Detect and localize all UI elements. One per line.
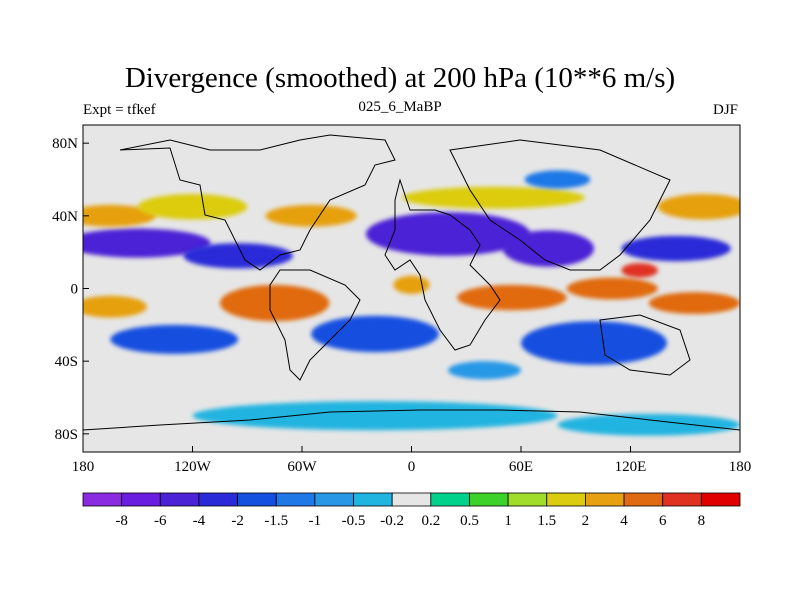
- field-region-4: [621, 235, 731, 262]
- field-region-13: [566, 277, 658, 300]
- colorbar-label: -1.5: [264, 513, 288, 529]
- field-region-18: [311, 315, 439, 353]
- y-tick-label: 80S: [55, 427, 78, 443]
- colorbar-label: -2: [231, 513, 244, 529]
- colorbar-label: 2: [582, 513, 590, 529]
- colorbar-swatch: [121, 492, 161, 507]
- antarctica-coast: [83, 409, 740, 431]
- x-axis: 180 120W 60W 0 60E 120E 180: [72, 446, 752, 475]
- colorbar-swatch: [275, 492, 316, 507]
- south-america-coast: [269, 269, 361, 381]
- colorbar-label: 0.5: [460, 513, 479, 529]
- x-tick-label: 180: [72, 459, 95, 475]
- x-tick-label: 60W: [287, 459, 317, 475]
- colorbar-swatch: [314, 492, 354, 507]
- colorbar-label: 4: [620, 513, 628, 529]
- north-america-coast: [119, 134, 396, 271]
- y-tick-label: 80N: [52, 136, 78, 152]
- colorbar-label: -0.2: [380, 513, 404, 529]
- australia-coast: [599, 314, 691, 376]
- colorbar-label: 6: [659, 513, 667, 529]
- experiment-label: Expt = tfkef: [83, 102, 156, 118]
- colorbar-label: 1: [504, 513, 512, 529]
- field-region-5: [83, 204, 156, 227]
- colorbar-swatch: [159, 492, 200, 507]
- colorbar: -8 -6 -4 -2 -1.5 -1 -0.5 -0.2 0.2 0.5 1 1.5 2 4 6 8: [82, 492, 741, 529]
- africa-eurasia-coast: [384, 139, 671, 351]
- field-region-2: [365, 212, 531, 256]
- colorbar-swatch: [391, 492, 432, 507]
- colorbar-swatch: [82, 492, 123, 507]
- field-region-15: [648, 292, 740, 314]
- coastlines: [83, 134, 740, 431]
- colorbar-swatch: [469, 492, 509, 507]
- field-region-1: [183, 243, 293, 269]
- case-label: 025_6_MaBP: [358, 99, 442, 115]
- field-region-0: [83, 228, 211, 258]
- field-region-8: [402, 186, 585, 209]
- colorbar-label: -6: [154, 513, 167, 529]
- colorbar-swatch: [353, 492, 393, 507]
- field-region-12: [457, 284, 567, 311]
- colorbar-label: -1: [309, 513, 322, 529]
- colorbar-swatch: [662, 492, 702, 507]
- field-region-23: [557, 413, 740, 436]
- field-region-14: [621, 263, 658, 278]
- field-region-11: [393, 275, 430, 294]
- colorbar-label: -8: [115, 513, 128, 529]
- field-region-10: [219, 284, 330, 322]
- field-region-9: [657, 194, 740, 220]
- colorbar-swatch: [585, 492, 625, 507]
- y-tick-label: 40S: [55, 354, 78, 370]
- colorbar-label: 8: [698, 513, 706, 529]
- colorbar-swatch: [237, 492, 277, 507]
- y-axis: 80N 40N 0 40S 80S: [52, 136, 89, 443]
- x-tick-label: 0: [408, 459, 416, 475]
- field-region-3: [502, 230, 594, 267]
- field-region-7: [265, 204, 357, 227]
- colorbar-swatch: [198, 492, 238, 507]
- field-region-21: [524, 170, 591, 189]
- colorbar-swatch: [700, 492, 741, 507]
- colorbar-label: 1.5: [537, 513, 556, 529]
- map-title: Divergence (smoothed) at 200 hPa (10**6 …: [124, 62, 676, 94]
- x-tick-label: 120E: [615, 459, 647, 475]
- divergence-field: [83, 170, 740, 436]
- field-region-19: [521, 321, 667, 365]
- field-region-16: [83, 295, 147, 318]
- x-tick-label: 180: [729, 459, 752, 475]
- colorbar-swatch: [430, 492, 470, 507]
- field-region-20: [448, 361, 521, 380]
- colorbar-label: -0.5: [342, 513, 366, 529]
- field-region-22: [192, 401, 558, 431]
- field-region-17: [110, 324, 239, 354]
- y-tick-label: 40N: [52, 209, 78, 225]
- colorbar-swatch: [623, 492, 664, 507]
- colorbar-swatch: [546, 492, 586, 507]
- colorbar-label: -4: [193, 513, 206, 529]
- season-label: DJF: [712, 102, 738, 118]
- field-region-6: [137, 194, 248, 220]
- colorbar-label: 0.2: [421, 513, 440, 529]
- x-tick-label: 60E: [509, 459, 533, 475]
- x-tick-label: 120W: [174, 459, 212, 475]
- colorbar-swatch: [507, 492, 548, 507]
- y-tick-label: 0: [71, 282, 79, 298]
